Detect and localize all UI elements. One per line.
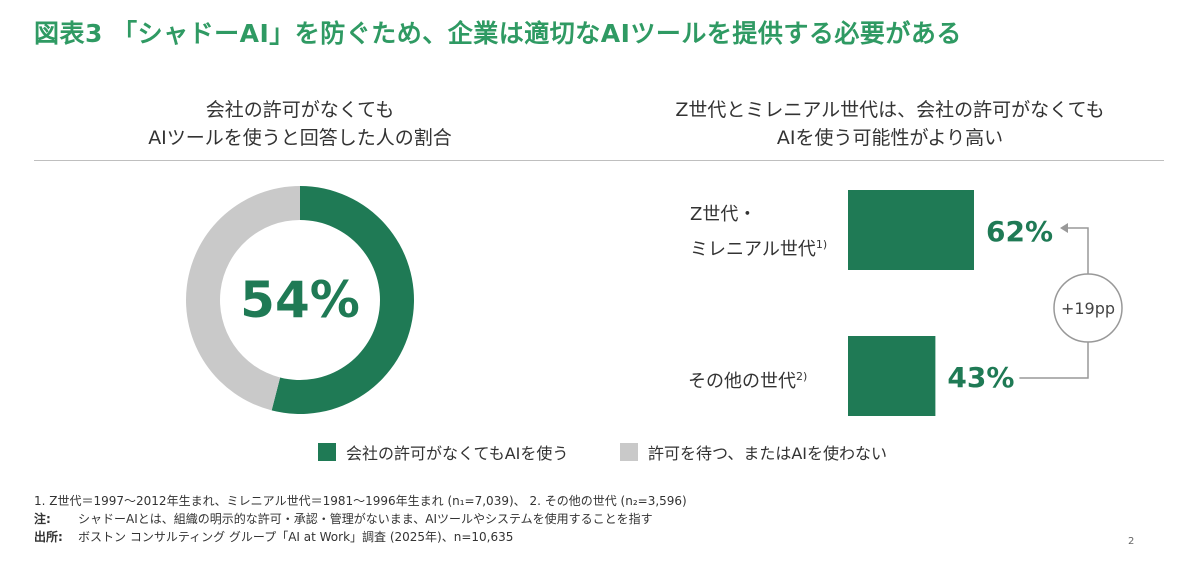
left-panel-title-line2: AIツールを使うと回答した人の割合 (148, 127, 452, 149)
footnote-source-text: ボストン コンサルティング グループ「AI at Work」調査 (2025年)… (78, 530, 514, 544)
right-panel-title-line1: Z世代とミレニアル世代は、会社の許可がなくても (675, 99, 1105, 121)
bar-value-label-other: 43% (947, 361, 1014, 394)
legend-swatch-green (318, 443, 336, 461)
legend-swatch-gray (620, 443, 638, 461)
footnote-note-lead: 注: (34, 512, 51, 526)
panel-divider (34, 160, 1164, 161)
bar-label-other-text: その他の世代 (688, 371, 796, 392)
donut-slice-uses-ai (271, 186, 415, 414)
footnote-source: 出所: ボストン コンサルティング グループ「AI at Work」調査 (20… (34, 528, 687, 546)
arrow-left-icon (1060, 223, 1068, 233)
right-panel-title-line2: AIを使う可能性がより高い (776, 127, 1004, 149)
donut-chart (186, 186, 415, 414)
bar-gen-z-millennial (848, 190, 974, 270)
difference-badge (1053, 273, 1123, 343)
bar-other-generations (848, 336, 936, 416)
bar-chart: 62% 43% +19pp (848, 190, 1123, 416)
page-title: 図表3 「シャドーAI」を防ぐため、企業は適切なAIツールを提供する必要がある (34, 19, 962, 48)
page-number: 2 (1128, 536, 1135, 547)
footnote-note: 注: シャドーAIとは、組織の明示的な許可・承認・管理がないまま、AIツールやシ… (34, 510, 687, 528)
left-panel-title-line1: 会社の許可がなくても (205, 99, 395, 121)
bar-label-gen-z: Z世代・ ミレニアル世代1) (690, 200, 827, 265)
bar-label-gen-z-footnote: 1) (815, 238, 828, 251)
legend-item-gray: 許可を待つ、またはAIを使わない (620, 440, 887, 464)
bar-label-other-footnote: 2) (796, 370, 808, 383)
footnote-note-text: シャドーAIとは、組織の明示的な許可・承認・管理がないまま、AIツールやシステム… (78, 512, 653, 526)
left-panel-title: 会社の許可がなくても AIツールを使うと回答した人の割合 (90, 96, 510, 152)
right-panel-title: Z世代とミレニアル世代は、会社の許可がなくても AIを使う可能性がより高い (640, 96, 1140, 152)
bar-label-gen-z-line1: Z世代・ (690, 204, 757, 225)
donut-center-label: 54% (240, 271, 360, 329)
legend-item-green: 会社の許可がなくてもAIを使う (318, 440, 568, 464)
bar-label-gen-z-line2-text: ミレニアル世代 (690, 239, 816, 260)
legend-label-green: 会社の許可がなくてもAIを使う (346, 444, 569, 463)
footnote-definitions: 1. Z世代＝1997〜2012年生まれ、ミレニアル世代＝1981〜1996年生… (34, 494, 687, 508)
footnotes: 1. Z世代＝1997〜2012年生まれ、ミレニアル世代＝1981〜1996年生… (34, 492, 687, 546)
legend-label-gray: 許可を待つ、またはAIを使わない (648, 444, 888, 463)
donut-slice-waits-or-no-ai (186, 186, 300, 411)
bar-value-label-gen-z: 62% (986, 215, 1053, 248)
bar-label-gen-z-line2: ミレニアル世代1) (690, 230, 827, 265)
bar-label-other: その他の世代2) (688, 362, 807, 397)
footnote-source-lead: 出所: (34, 530, 63, 544)
difference-label: +19pp (1061, 299, 1115, 318)
